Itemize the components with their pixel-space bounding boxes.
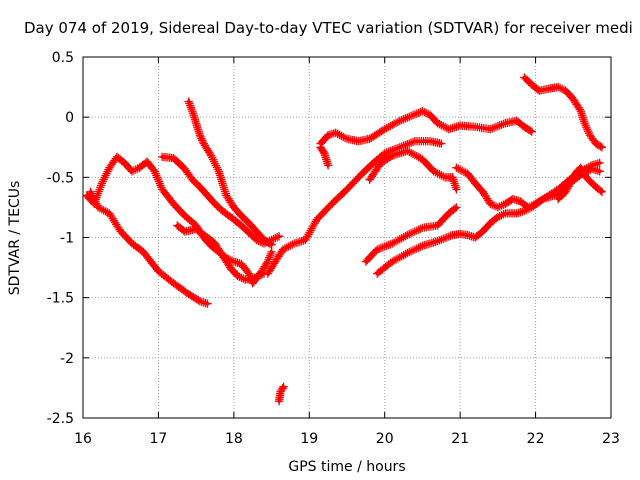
data-point xyxy=(596,186,605,195)
x-tick-label: 17 xyxy=(150,431,168,447)
plot-frame xyxy=(82,56,612,419)
data-point xyxy=(323,161,333,170)
data-point xyxy=(323,204,332,213)
series-arc-6 xyxy=(263,137,446,278)
x-tick-label: 22 xyxy=(527,431,545,447)
data-point xyxy=(452,185,461,194)
y-tick-label: -1 xyxy=(60,231,74,247)
x-tick-label: 16 xyxy=(74,431,92,447)
data-point xyxy=(344,183,353,192)
data-point xyxy=(348,178,358,188)
data-point xyxy=(596,142,605,151)
x-tick-label: 21 xyxy=(451,431,469,447)
data-point xyxy=(526,126,535,135)
data-point xyxy=(319,147,328,156)
data-point xyxy=(527,127,536,136)
data-point xyxy=(267,247,276,257)
series-arc-9 xyxy=(365,146,461,194)
x-tick-label: 19 xyxy=(300,431,318,447)
y-tick-label: 0 xyxy=(65,110,74,126)
data-point xyxy=(353,174,362,183)
data-point xyxy=(437,139,446,148)
data-point xyxy=(597,143,607,152)
data-point xyxy=(203,299,212,308)
chart-title: Day 074 of 2019, Sidereal Day-to-day VTE… xyxy=(24,19,633,37)
series-track xyxy=(266,139,444,276)
data-point xyxy=(318,209,328,218)
series-arc-8 xyxy=(316,143,333,170)
y-axis-label: SDTVAR / TECUs xyxy=(7,181,23,296)
series-track xyxy=(186,99,274,247)
data-point xyxy=(595,158,604,168)
y-tick-label: -2 xyxy=(60,351,74,367)
series-arc-13 xyxy=(520,73,607,152)
data-point xyxy=(354,172,364,182)
x-tick-label: 18 xyxy=(225,431,243,447)
y-tick-label: -2.5 xyxy=(47,411,74,427)
data-point xyxy=(278,384,287,393)
data-point xyxy=(321,205,331,215)
data-point xyxy=(314,213,323,223)
data-point xyxy=(450,204,460,213)
data-point xyxy=(595,167,604,176)
data-point xyxy=(320,207,329,216)
x-tick-label: 23 xyxy=(602,431,620,447)
data-point xyxy=(267,240,276,249)
series-arc-14 xyxy=(554,163,607,204)
series-arc-15 xyxy=(274,382,288,406)
data-point xyxy=(597,187,607,196)
data-point xyxy=(347,180,356,189)
data-point xyxy=(342,185,352,194)
data-point xyxy=(324,202,334,212)
data-point xyxy=(351,175,361,185)
data-point xyxy=(265,239,275,248)
data-point xyxy=(341,186,350,195)
data-series xyxy=(82,73,607,406)
data-point xyxy=(312,215,321,224)
grid xyxy=(83,57,611,418)
y-tick-label: 0.5 xyxy=(52,50,74,66)
axis-ticks: 16 17 18 19 20 21 22 23 0.5 0 -0.5 -1 -1.5 -2 -2.5 xyxy=(47,50,620,447)
series-arc-5 xyxy=(184,97,276,249)
y-tick-label: -0.5 xyxy=(47,170,74,186)
series-arc-3 xyxy=(158,152,284,248)
data-point xyxy=(537,195,546,205)
x-axis-label: GPS time / hours xyxy=(288,459,405,475)
data-point xyxy=(279,382,288,391)
series-arc-10 xyxy=(361,203,461,266)
series-arc-1 xyxy=(86,187,212,308)
data-point xyxy=(317,210,326,219)
data-point xyxy=(452,203,461,212)
series-arc-4 xyxy=(173,221,269,284)
y-tick-label: -1.5 xyxy=(47,291,74,307)
data-point xyxy=(326,201,335,210)
data-point xyxy=(350,177,359,186)
data-point xyxy=(345,182,355,191)
data-point xyxy=(315,212,324,221)
x-tick-label: 20 xyxy=(376,431,394,447)
data-point xyxy=(274,232,284,241)
